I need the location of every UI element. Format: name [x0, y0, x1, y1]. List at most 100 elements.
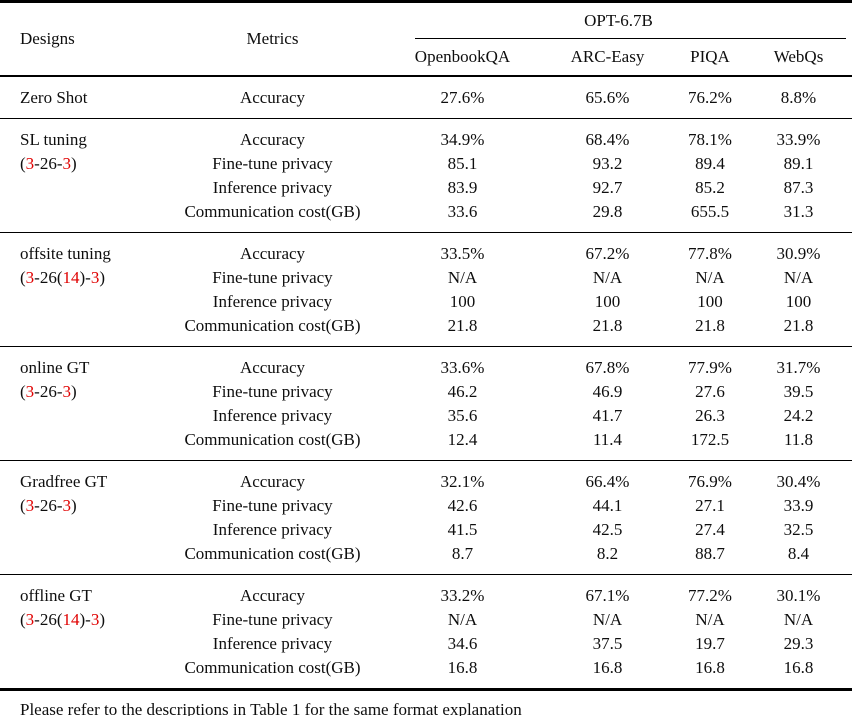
- config-segment: -26(: [34, 268, 63, 287]
- value-cell: 16.8: [592, 658, 623, 677]
- value-cell: N/A: [695, 610, 725, 629]
- value-cell: N/A: [783, 268, 814, 287]
- metric-label: Fine-tune privacy: [212, 154, 333, 173]
- metric-label: Fine-tune privacy: [212, 610, 333, 629]
- value-cell: 21.8: [592, 316, 623, 335]
- metric-label: Accuracy: [160, 460, 385, 494]
- design-cell: offline GT (3-26(14)-3): [0, 574, 160, 690]
- config-red-segment: 3: [25, 496, 35, 515]
- value-cell: 655.5: [690, 202, 730, 221]
- config-segment: )-: [79, 268, 91, 287]
- config-segment: ): [99, 610, 105, 629]
- config-red-segment: 3: [90, 268, 100, 287]
- value-cell: 33.6: [447, 202, 478, 221]
- metric-label: Accuracy: [160, 574, 385, 608]
- value-cell: 26.3: [695, 406, 725, 425]
- value-cell: 11.4: [592, 430, 623, 449]
- table-header: Designs Metrics OPT-6.7B OpenbookQA ARC-…: [0, 2, 852, 76]
- value-cell: 30.1%: [745, 574, 852, 608]
- value-cell: 77.9%: [675, 346, 745, 380]
- config-segment: ): [71, 382, 77, 401]
- value-cell: 77.8%: [675, 232, 745, 266]
- value-cell: 67.2%: [540, 232, 675, 266]
- metric-label: Inference privacy: [212, 520, 333, 539]
- table-row: Fine-tune privacy N/A N/A N/A N/A: [0, 266, 852, 290]
- config-red-segment: 14: [62, 268, 80, 287]
- value-cell: 34.6: [447, 634, 478, 653]
- value-cell: 85.1: [447, 154, 478, 173]
- value-cell: 34.9%: [385, 118, 540, 152]
- config-red-segment: 3: [25, 382, 35, 401]
- metric-label: Inference privacy: [212, 292, 333, 311]
- value-cell: 16.8: [783, 658, 814, 677]
- value-cell: 27.4: [695, 520, 725, 539]
- value-cell: 31.7%: [745, 346, 852, 380]
- value-cell: 8.7: [451, 544, 474, 563]
- table-row: Zero Shot Accuracy 27.6% 65.6% 76.2% 8.8%: [0, 75, 852, 119]
- design-config: (3-26-3): [20, 494, 160, 518]
- value-cell: 8.2: [596, 544, 619, 563]
- config-segment: -26(: [34, 610, 63, 629]
- value-cell: 19.7: [695, 634, 725, 653]
- value-cell: 30.9%: [745, 232, 852, 266]
- metric-label: Communication cost(GB): [184, 658, 361, 677]
- metric-label: Inference privacy: [212, 178, 333, 197]
- value-cell: 33.6%: [385, 346, 540, 380]
- value-cell: 33.5%: [385, 232, 540, 266]
- metric-label: Fine-tune privacy: [212, 268, 333, 287]
- metric-label: Communication cost(GB): [184, 202, 361, 221]
- config-segment: -26-: [34, 154, 63, 173]
- column-header-webqs: WebQs: [773, 47, 824, 66]
- value-cell: 16.8: [447, 658, 478, 677]
- config-red-segment: 3: [25, 610, 35, 629]
- value-cell: 32.1%: [385, 460, 540, 494]
- metric-label: Accuracy: [160, 118, 385, 152]
- design-name: Zero Shot: [20, 88, 88, 107]
- value-cell: 24.2: [783, 406, 814, 425]
- config-red-segment: 3: [25, 268, 35, 287]
- value-cell: 33.9: [783, 496, 814, 515]
- table-body: Zero Shot Accuracy 27.6% 65.6% 76.2% 8.8% SL t…: [0, 75, 852, 690]
- column-header-openbookqa: OpenbookQA: [414, 47, 511, 66]
- value-cell: 39.5: [783, 382, 814, 401]
- value-cell: 46.2: [447, 382, 478, 401]
- value-cell: 100: [785, 292, 812, 311]
- config-segment: ): [99, 268, 105, 287]
- value-cell: 89.4: [695, 154, 725, 173]
- table-row: Gradfree GT (3-26-3) Accuracy 32.1% 66.4% 76.…: [0, 460, 852, 575]
- value-cell: 8.8%: [745, 75, 852, 119]
- value-cell: 67.1%: [540, 574, 675, 608]
- table-row: Fine-tune privacy 85.1 93.2 89.4 89.1: [0, 152, 852, 176]
- config-segment: (: [20, 382, 26, 401]
- design-name: Gradfree GT: [20, 472, 108, 491]
- value-cell: 27.1: [695, 496, 725, 515]
- table-row: Inference privacy 100 100 100 100: [0, 290, 852, 314]
- metric-label: Communication cost(GB): [184, 430, 361, 449]
- table-row: offline GT (3-26(14)-3) Accuracy 33.2% 67.1%…: [0, 574, 852, 690]
- metric-label: Fine-tune privacy: [212, 382, 333, 401]
- value-cell: 100: [449, 292, 476, 311]
- design-cell: Gradfree GT (3-26-3): [0, 460, 160, 575]
- config-segment: (: [20, 268, 26, 287]
- value-cell: 41.7: [592, 406, 623, 425]
- value-cell: 33.9%: [745, 118, 852, 152]
- config-segment: -26-: [34, 382, 63, 401]
- value-cell: 21.8: [447, 316, 478, 335]
- value-cell: N/A: [447, 268, 478, 287]
- value-cell: 68.4%: [540, 118, 675, 152]
- design-config: (3-26-3): [20, 152, 160, 176]
- results-table: Designs Metrics OPT-6.7B OpenbookQA ARC-…: [0, 0, 852, 691]
- table-row: Inference privacy 34.6 37.5 19.7 29.3: [0, 632, 852, 656]
- table-row: Inference privacy 41.5 42.5 27.4 32.5: [0, 518, 852, 542]
- table-row: Fine-tune privacy 46.2 46.9 27.6 39.5: [0, 380, 852, 404]
- value-cell: N/A: [447, 610, 478, 629]
- value-cell: 35.6: [447, 406, 478, 425]
- value-cell: 66.4%: [540, 460, 675, 494]
- design-name: offsite tuning: [20, 244, 111, 263]
- value-cell: N/A: [695, 268, 725, 287]
- config-segment: (: [20, 610, 26, 629]
- column-header-metrics: Metrics: [246, 29, 299, 48]
- value-cell: 76.9%: [675, 460, 745, 494]
- value-cell: 67.8%: [540, 346, 675, 380]
- table-row: Communication cost(GB) 8.7 8.2 88.7 8.4: [0, 542, 852, 575]
